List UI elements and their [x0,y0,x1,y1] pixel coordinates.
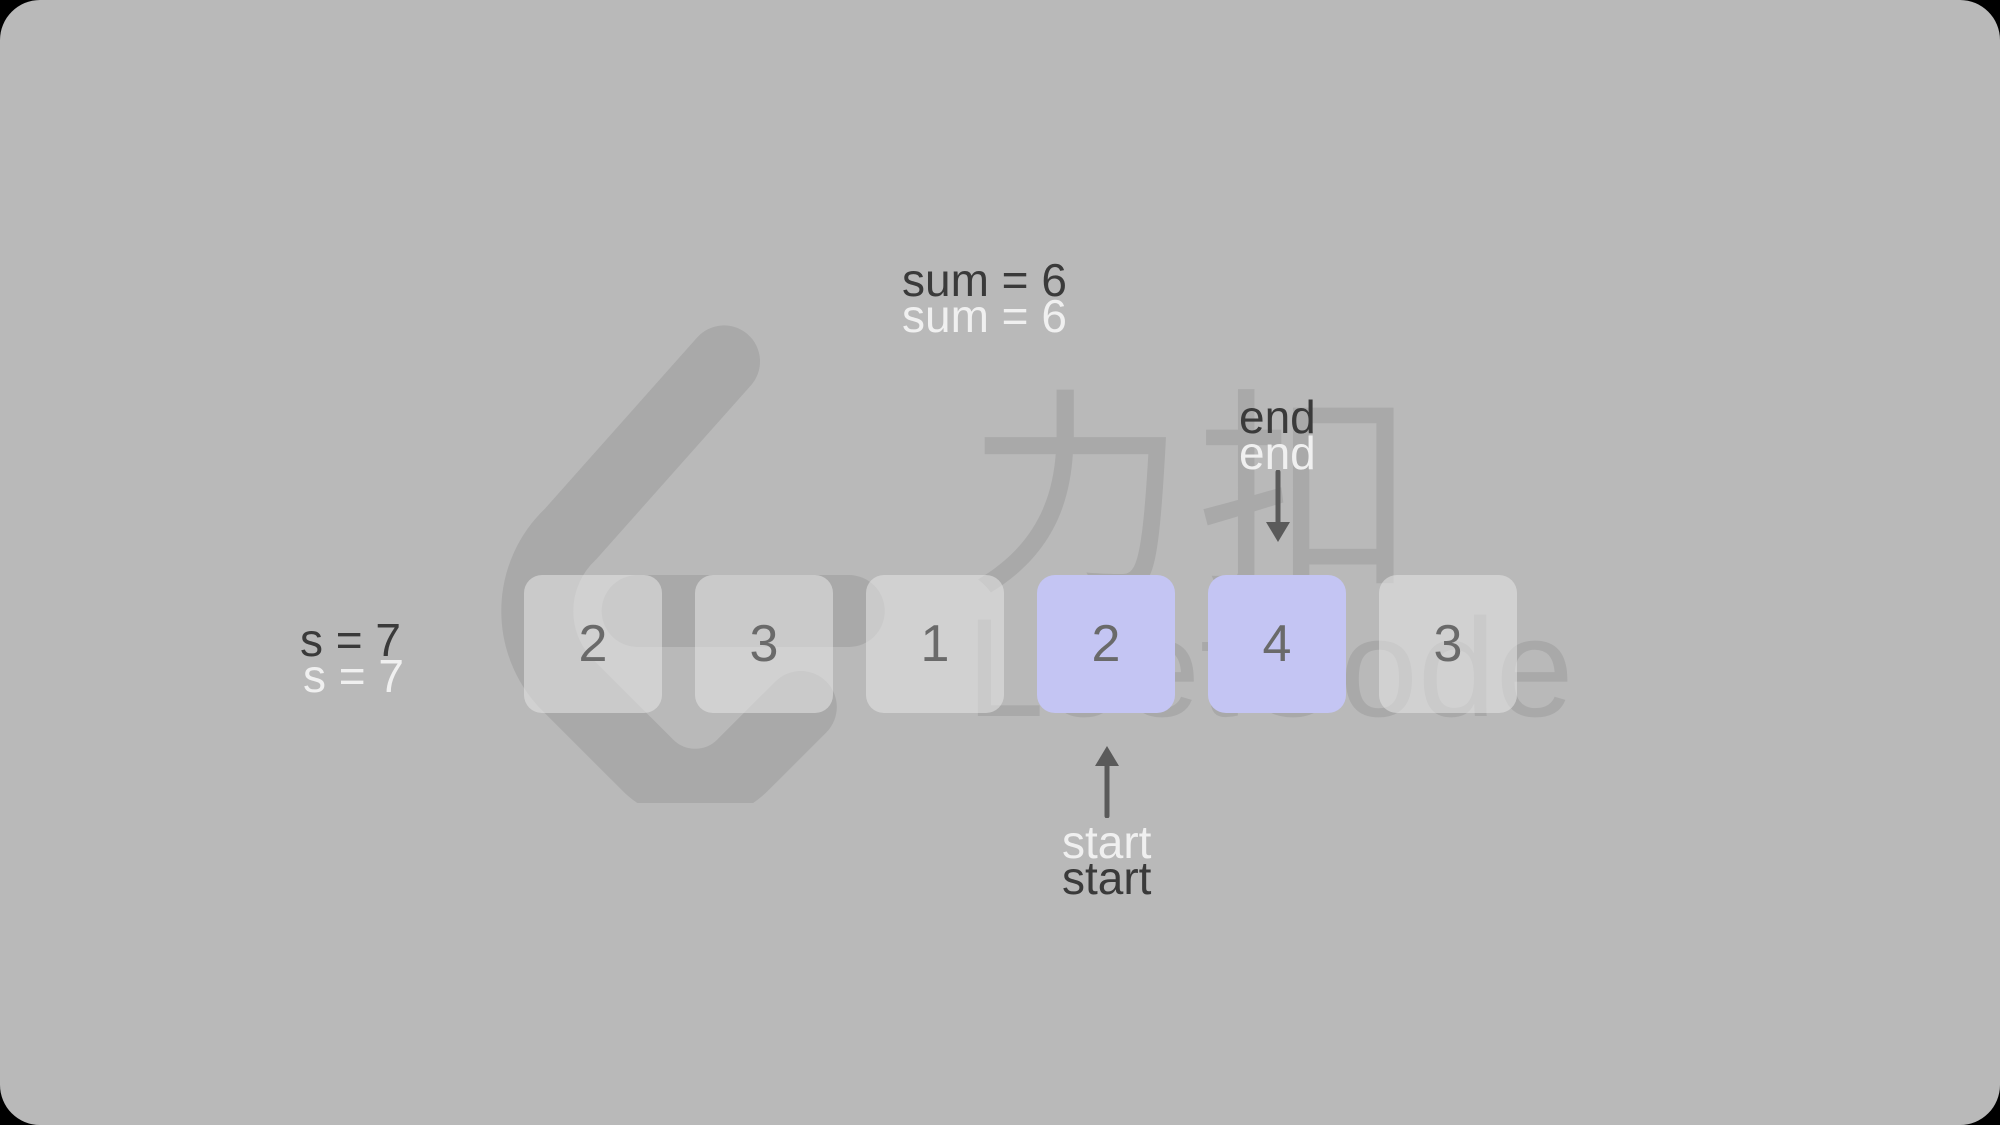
array-cell: 1 [866,575,1004,713]
diagram-layer: sum = 6 sum = 6 end end s = 7 s = 7 2312… [0,0,2000,1125]
arrow-down-icon [1263,470,1293,549]
array-cell: 2 [524,575,662,713]
start-label-dark: start [1062,851,1151,905]
array-cell: 3 [1379,575,1517,713]
s-label-light: s = 7 [303,649,404,703]
array-cell: 4 [1208,575,1346,713]
diagram-canvas: 力扣 LeetCode sum = 6 sum = 6 end end s = … [0,0,2000,1125]
sum-label-light: sum = 6 [902,289,1067,343]
array-cell: 3 [695,575,833,713]
array-row: 231243 [524,575,1517,713]
array-cell: 2 [1037,575,1175,713]
arrow-up-icon [1092,744,1122,823]
